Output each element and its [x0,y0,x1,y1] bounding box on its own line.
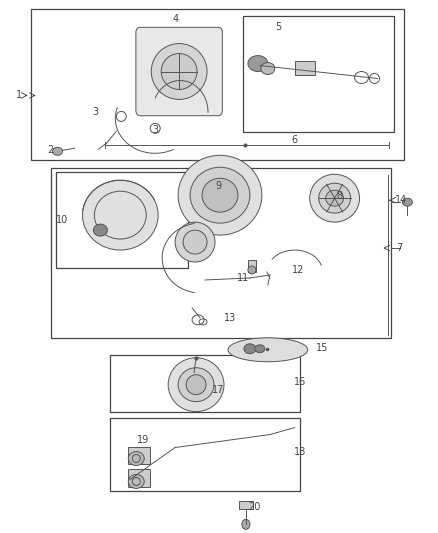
Ellipse shape [242,519,250,529]
Text: 7: 7 [396,243,403,253]
Text: 2: 2 [47,146,54,155]
Ellipse shape [161,53,197,90]
Ellipse shape [310,174,360,222]
Text: 12: 12 [292,265,304,275]
Text: 19: 19 [137,434,149,445]
Text: 14: 14 [395,195,407,205]
Ellipse shape [326,190,343,206]
Text: 15: 15 [315,343,328,353]
Text: 4: 4 [172,14,178,23]
Bar [243,15,395,132]
Ellipse shape [128,474,144,488]
Text: 11: 11 [237,273,249,283]
Text: 17: 17 [212,385,224,394]
Text: 18: 18 [293,447,306,457]
Bar [295,61,314,75]
Ellipse shape [183,230,207,254]
Text: 1: 1 [16,91,22,100]
Text: 3: 3 [92,108,99,117]
FancyBboxPatch shape [136,27,223,116]
Ellipse shape [190,167,250,223]
Ellipse shape [151,44,207,100]
Ellipse shape [53,147,63,155]
Ellipse shape [228,338,308,362]
Bar [56,172,188,268]
Ellipse shape [168,358,224,411]
Ellipse shape [178,155,262,235]
Text: 10: 10 [57,215,69,225]
Bar [239,502,253,510]
Text: 20: 20 [249,503,261,512]
Ellipse shape [178,368,214,402]
Ellipse shape [248,55,268,71]
Bar [50,168,392,338]
Text: 13: 13 [224,313,236,323]
Text: 6: 6 [292,135,298,146]
Ellipse shape [244,344,256,354]
Bar [110,355,300,411]
Bar [128,447,150,464]
Ellipse shape [255,345,265,353]
Ellipse shape [128,451,144,465]
Bar [110,417,300,491]
Ellipse shape [403,198,413,206]
Text: 3: 3 [152,125,158,135]
Bar [128,470,150,487]
Bar [248,260,256,272]
Ellipse shape [186,375,206,394]
Ellipse shape [93,224,107,236]
Bar [31,9,404,160]
Text: 5: 5 [275,22,281,31]
Ellipse shape [202,178,238,212]
Ellipse shape [82,180,158,250]
Ellipse shape [175,222,215,262]
Text: 16: 16 [293,377,306,387]
Text: 8: 8 [336,191,343,201]
Ellipse shape [248,266,256,274]
Text: 9: 9 [215,181,221,191]
Ellipse shape [261,62,275,75]
Ellipse shape [319,183,350,213]
